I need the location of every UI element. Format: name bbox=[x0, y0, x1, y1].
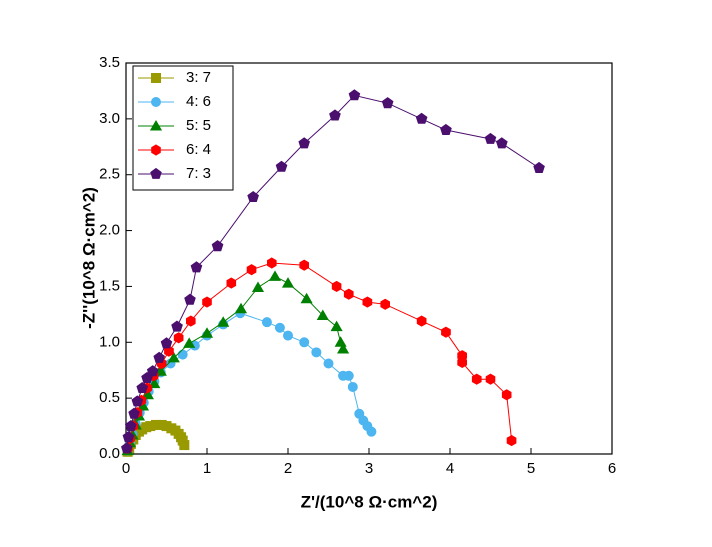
y-tick-label: 3.5 bbox=[99, 54, 120, 71]
marker bbox=[274, 322, 285, 333]
marker bbox=[348, 89, 361, 101]
marker bbox=[160, 337, 173, 349]
marker bbox=[366, 426, 377, 437]
marker bbox=[151, 73, 161, 83]
marker bbox=[184, 293, 196, 305]
marker bbox=[298, 137, 310, 149]
marker bbox=[150, 167, 162, 179]
marker bbox=[281, 277, 295, 288]
marker bbox=[177, 349, 188, 360]
marker bbox=[501, 389, 512, 401]
marker bbox=[337, 343, 350, 354]
marker bbox=[234, 302, 248, 314]
marker bbox=[153, 351, 165, 363]
marker bbox=[329, 109, 341, 121]
marker bbox=[275, 160, 288, 172]
marker bbox=[316, 309, 329, 320]
marker bbox=[484, 132, 497, 144]
marker bbox=[440, 123, 452, 135]
y-tick-label: 2.5 bbox=[99, 166, 120, 183]
marker bbox=[125, 419, 137, 431]
marker bbox=[149, 120, 163, 131]
marker bbox=[121, 442, 133, 454]
x-tick-label: 1 bbox=[203, 460, 211, 477]
marker bbox=[331, 280, 342, 292]
marker bbox=[496, 137, 508, 149]
marker bbox=[471, 373, 482, 385]
marker bbox=[167, 351, 180, 363]
x-tick-label: 5 bbox=[527, 460, 535, 477]
y-tick-label: 0.5 bbox=[99, 389, 120, 406]
marker bbox=[343, 288, 354, 300]
marker bbox=[122, 431, 135, 443]
marker bbox=[334, 336, 347, 347]
marker bbox=[330, 320, 343, 332]
y-tick-label: 1.0 bbox=[99, 333, 120, 350]
marker bbox=[146, 365, 159, 377]
legend-label: 7: 3 bbox=[186, 165, 211, 182]
y-tick-label: 2.0 bbox=[99, 222, 120, 239]
marker bbox=[381, 97, 394, 109]
marker bbox=[416, 315, 427, 327]
legend-label: 4: 6 bbox=[186, 93, 211, 110]
y-tick-label: 3.0 bbox=[99, 110, 120, 127]
marker bbox=[141, 388, 154, 400]
marker bbox=[190, 261, 203, 273]
x-tick-label: 4 bbox=[446, 460, 454, 477]
marker bbox=[380, 298, 390, 310]
marker bbox=[261, 317, 272, 328]
marker bbox=[343, 370, 354, 381]
marker bbox=[311, 347, 322, 358]
x-axis-title: Z'/(10^8 Ω·cm^2) bbox=[301, 492, 438, 511]
marker bbox=[171, 320, 183, 332]
legend-label: 3: 7 bbox=[186, 69, 211, 86]
y-axis-title: -Z''(10^8 Ω·cm^2) bbox=[79, 187, 98, 329]
y-tick-label: 1.5 bbox=[99, 277, 120, 294]
marker bbox=[164, 345, 174, 357]
marker bbox=[347, 381, 358, 392]
x-tick-label: 0 bbox=[122, 460, 130, 477]
marker bbox=[179, 440, 190, 451]
marker bbox=[173, 332, 184, 344]
marker bbox=[131, 395, 144, 407]
marker bbox=[136, 381, 148, 393]
marker bbox=[202, 296, 212, 308]
marker bbox=[299, 259, 309, 271]
marker bbox=[362, 296, 373, 308]
marker bbox=[533, 161, 545, 173]
marker bbox=[268, 270, 282, 281]
marker bbox=[485, 373, 496, 385]
marker bbox=[506, 435, 517, 447]
marker bbox=[283, 330, 293, 341]
x-tick-label: 6 bbox=[608, 460, 616, 477]
marker bbox=[151, 144, 161, 156]
marker bbox=[300, 292, 313, 304]
marker bbox=[183, 337, 196, 348]
legend-label: 5: 5 bbox=[186, 117, 211, 134]
marker bbox=[217, 316, 230, 327]
marker bbox=[441, 326, 451, 338]
marker bbox=[200, 327, 214, 338]
marker bbox=[151, 97, 161, 107]
legend-box bbox=[132, 65, 234, 191]
marker bbox=[267, 257, 277, 269]
marker bbox=[457, 356, 467, 368]
marker bbox=[251, 281, 265, 292]
marker bbox=[128, 407, 140, 419]
marker bbox=[186, 315, 196, 327]
marker bbox=[299, 337, 310, 348]
marker bbox=[211, 240, 224, 252]
x-tick-label: 2 bbox=[284, 460, 292, 477]
x-tick-label: 3 bbox=[365, 460, 373, 477]
marker bbox=[323, 358, 334, 369]
y-tick-label: 0.0 bbox=[99, 445, 120, 462]
marker bbox=[246, 264, 257, 276]
marker bbox=[247, 190, 259, 202]
legend-label: 6: 4 bbox=[186, 141, 211, 158]
marker bbox=[415, 112, 428, 124]
marker bbox=[226, 277, 237, 289]
